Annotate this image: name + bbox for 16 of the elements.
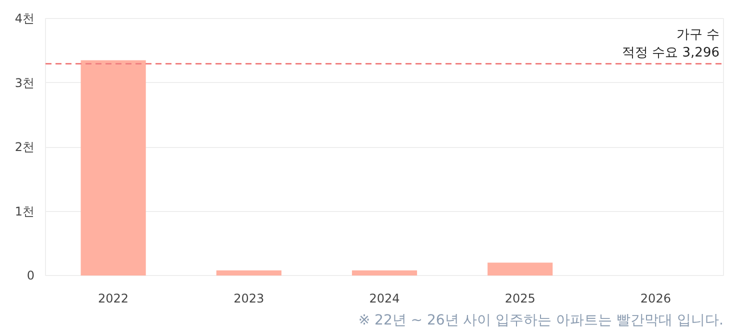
x-tick-label: 2025 [504, 292, 536, 306]
y-tick-label: 4천 [14, 12, 35, 26]
x-tick-label: 2022 [98, 292, 129, 306]
ref-line-label: 가구 수 적정 수요 3,296 [622, 28, 720, 61]
text: ※ 22년 ~ 26년 사이 입주하는 아파트는 빨간막대 입니다. [358, 312, 724, 328]
bar [352, 270, 418, 276]
y-tick-label: 1천 [14, 204, 35, 218]
x-tick-label: 2023 [234, 292, 264, 306]
bar [80, 60, 146, 276]
y-tick-label: 2천 [14, 140, 35, 154]
x-tick-label: 2026 [640, 292, 671, 306]
y-tick-label: 3천 [14, 76, 35, 90]
y-tick-label: 0 [26, 268, 35, 282]
bar [216, 270, 282, 276]
bar [488, 262, 553, 276]
x-tick-label: 2024 [369, 292, 400, 306]
